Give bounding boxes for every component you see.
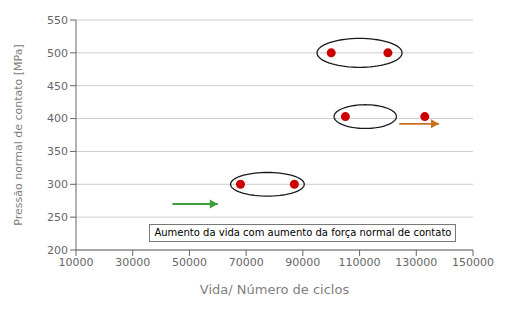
svg-text:Vida/ Número de ciclos: Vida/ Número de ciclos [200,282,350,297]
svg-text:Pressão normal de contato [MPa: Pressão normal de contato [MPa] [12,44,25,226]
svg-text:110000: 110000 [339,256,381,269]
svg-text:350: 350 [47,145,68,158]
svg-text:200: 200 [47,244,68,257]
svg-text:90000: 90000 [285,256,320,269]
svg-text:10000: 10000 [59,256,94,269]
html-text:Aumento da vida com aumento da: Aumento da vida com aumento da força nor… [154,227,452,238]
svg-text:130000: 130000 [395,256,437,269]
svg-text:50000: 50000 [172,256,207,269]
svg-text:30000: 30000 [115,256,150,269]
svg-text:550: 550 [47,14,68,27]
svg-text:400: 400 [47,112,68,125]
svg-text:250: 250 [47,211,68,224]
svg-text:450: 450 [47,80,68,93]
svg-text:150000: 150000 [452,256,494,269]
svg-text:500: 500 [47,47,68,60]
svg-text:70000: 70000 [229,256,264,269]
svg-text:300: 300 [47,178,68,191]
